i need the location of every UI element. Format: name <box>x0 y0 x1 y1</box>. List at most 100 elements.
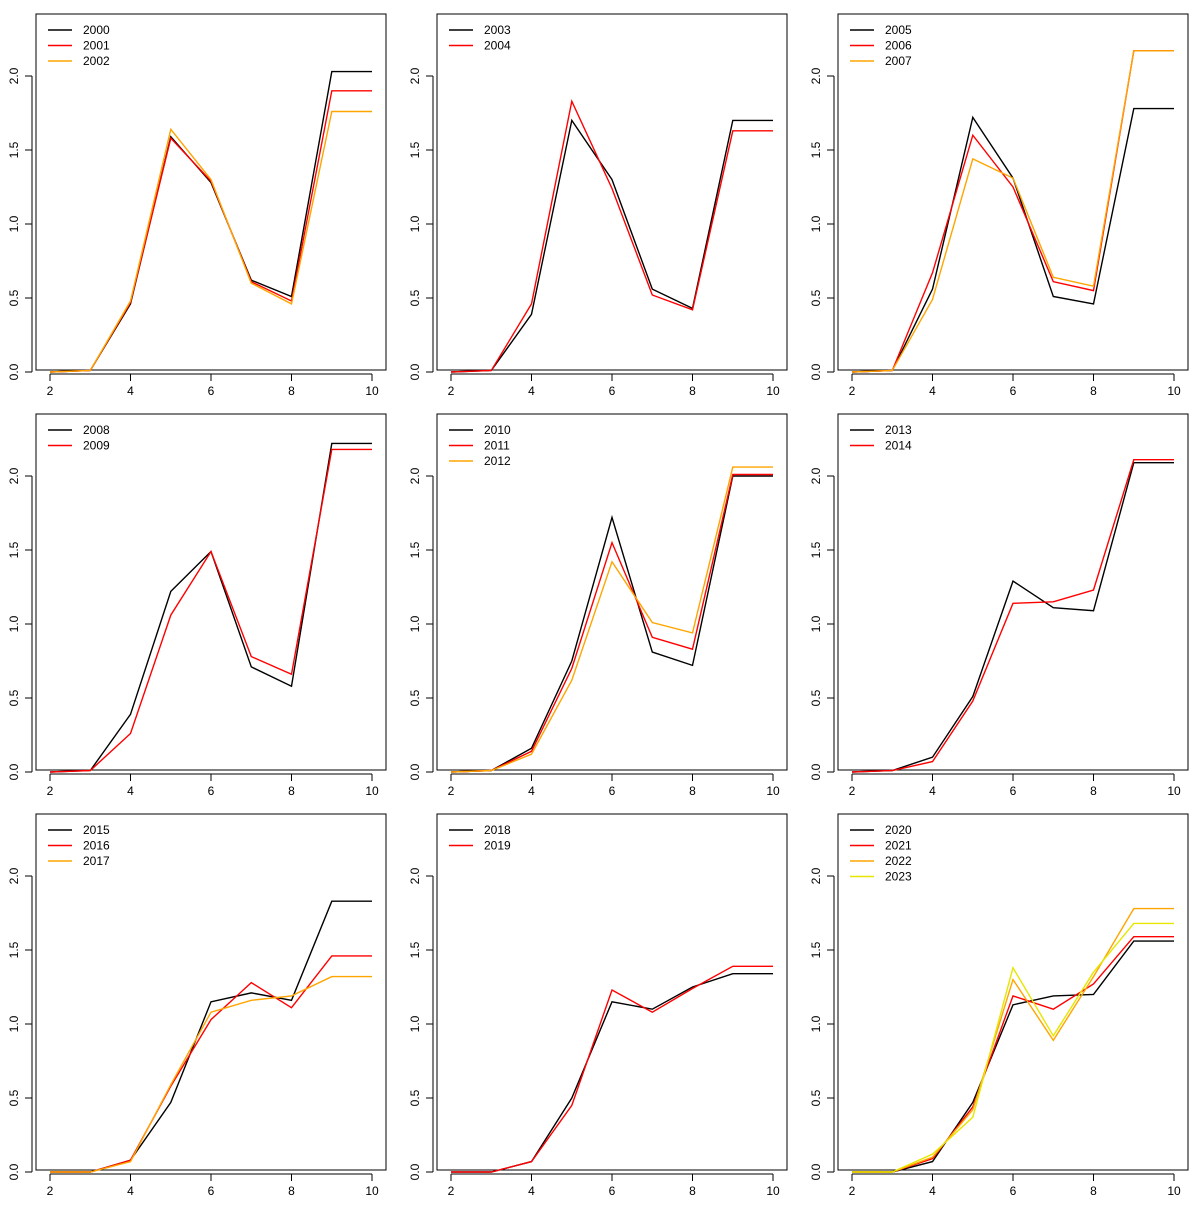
series-line-2013 <box>851 462 1174 773</box>
x-tick-label: 2 <box>47 1184 54 1198</box>
x-tick-label: 6 <box>609 1184 616 1198</box>
legend-label: 2017 <box>83 854 110 868</box>
x-tick-label: 10 <box>766 784 780 798</box>
y-tick-label: 0.5 <box>7 1089 21 1106</box>
y-tick-label: 0.0 <box>809 1163 823 1180</box>
series-line-2014 <box>851 459 1174 773</box>
y-tick-label: 1.5 <box>408 941 422 958</box>
series-line-2023 <box>852 922 1174 1173</box>
legend-label: 2013 <box>885 423 912 437</box>
series-line-2007 <box>851 50 1174 373</box>
plot-frame <box>35 813 387 1171</box>
x-tick-label: 6 <box>208 1184 215 1198</box>
y-tick-label: 1.0 <box>408 615 422 632</box>
legend-label: 2002 <box>83 54 110 68</box>
plot-frame <box>436 813 788 1171</box>
x-tick-label: 2 <box>448 784 455 798</box>
legend-label: 2020 <box>885 823 912 837</box>
legend-label: 2011 <box>484 439 510 453</box>
x-tick-label: 6 <box>208 384 215 398</box>
x-tick-label: 2 <box>47 784 54 798</box>
legend: 2018 2019 <box>449 823 511 853</box>
y-tick-label: 0.0 <box>7 1163 21 1180</box>
x-tick-label: 10 <box>1167 1184 1181 1198</box>
chart-panel: 2 4 6 8 10 0.0 0.5 1.0 1.5 2.0 2013 2014 <box>809 413 1189 798</box>
y-tick-label: 0.0 <box>809 363 823 380</box>
y-tick-label: 1.5 <box>7 141 21 158</box>
x-tick-label: 10 <box>365 384 379 398</box>
x-tick-label: 4 <box>528 384 535 398</box>
x-tick-label: 10 <box>1167 384 1181 398</box>
x-tick-label: 2 <box>849 1184 856 1198</box>
legend-label: 2022 <box>885 854 912 868</box>
y-tick-label: 0.0 <box>809 763 823 780</box>
legend-label: 2008 <box>83 423 110 437</box>
legend-label: 2012 <box>484 454 511 468</box>
legend: 2003 2004 <box>449 23 511 53</box>
y-tick-label: 0.5 <box>408 689 422 706</box>
chart-panel: 2 4 6 8 10 0.0 0.5 1.0 1.5 2.0 2018 2019 <box>408 813 788 1198</box>
x-tick-label: 2 <box>849 384 856 398</box>
y-tick-label: 1.0 <box>809 215 823 232</box>
series-line-2019 <box>451 965 773 1173</box>
series-line-2011 <box>450 473 773 773</box>
y-tick-label: 0.0 <box>7 763 21 780</box>
series-line-2003 <box>450 118 773 373</box>
plot-frame <box>436 413 788 771</box>
legend-label: 2001 <box>83 39 110 53</box>
legend-label: 2023 <box>885 870 912 884</box>
legend: 2013 2014 <box>850 423 912 453</box>
y-tick-label: 1.5 <box>809 941 823 958</box>
series-line-2009 <box>49 448 372 773</box>
x-tick-label: 6 <box>1010 1184 1017 1198</box>
y-tick-label: 2.0 <box>809 867 823 884</box>
plot-frame <box>35 13 387 371</box>
series-line-2002 <box>49 110 372 373</box>
x-tick-label: 4 <box>929 384 936 398</box>
x-tick-label: 8 <box>288 384 295 398</box>
y-tick-label: 1.0 <box>809 615 823 632</box>
x-tick-label: 8 <box>689 384 696 398</box>
legend-label: 2006 <box>885 39 912 53</box>
y-tick-label: 2.0 <box>7 467 21 484</box>
legend-label: 2018 <box>484 823 511 837</box>
legend-label: 2003 <box>484 23 511 37</box>
series-line-2012 <box>450 466 773 773</box>
legend-label: 2014 <box>885 439 912 453</box>
x-tick-label: 10 <box>365 784 379 798</box>
x-tick-label: 8 <box>689 1184 696 1198</box>
x-tick-label: 6 <box>609 784 616 798</box>
y-tick-label: 0.0 <box>408 363 422 380</box>
y-tick-label: 0.5 <box>408 1089 422 1106</box>
y-tick-label: 2.0 <box>7 67 21 84</box>
x-tick-label: 2 <box>448 384 455 398</box>
y-tick-label: 2.0 <box>408 67 422 84</box>
y-tick-label: 0.0 <box>408 763 422 780</box>
x-tick-label: 8 <box>1090 784 1097 798</box>
x-tick-label: 4 <box>528 1184 535 1198</box>
series-line-2004 <box>450 98 773 373</box>
series-line-2022 <box>852 907 1174 1173</box>
legend-label: 2021 <box>885 839 912 853</box>
y-tick-label: 1.0 <box>408 1015 422 1032</box>
plot-frame <box>436 13 788 371</box>
y-tick-label: 1.5 <box>408 541 422 558</box>
x-tick-label: 8 <box>288 784 295 798</box>
x-tick-label: 8 <box>288 1184 295 1198</box>
y-tick-label: 1.5 <box>809 141 823 158</box>
x-tick-label: 2 <box>849 784 856 798</box>
y-tick-label: 1.0 <box>809 1015 823 1032</box>
x-tick-label: 6 <box>1010 784 1017 798</box>
y-tick-label: 2.0 <box>408 467 422 484</box>
x-tick-label: 8 <box>1090 384 1097 398</box>
y-tick-label: 2.0 <box>408 867 422 884</box>
y-tick-label: 1.5 <box>408 141 422 158</box>
x-tick-label: 6 <box>609 384 616 398</box>
y-tick-label: 1.5 <box>809 541 823 558</box>
x-tick-label: 10 <box>766 1184 780 1198</box>
x-tick-label: 4 <box>127 784 134 798</box>
y-tick-label: 1.0 <box>7 215 21 232</box>
